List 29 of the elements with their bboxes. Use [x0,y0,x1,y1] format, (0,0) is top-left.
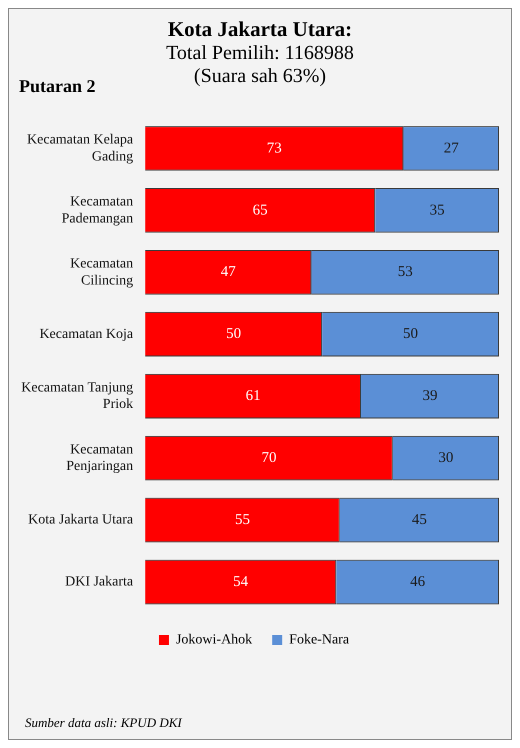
legend-label: Jokowi-Ahok [176,632,252,648]
legend-label: Foke-Nara [289,632,350,648]
data-label: 39 [422,388,438,404]
data-label: 70 [261,450,276,466]
y-tick-label: Kecamatan Tanjung Priok [21,380,134,412]
y-tick-label: Kota Jakarta Utara [28,512,134,528]
data-label: 55 [234,512,250,528]
data-label: 65 [252,202,268,218]
data-label: 53 [398,264,413,280]
data-label: 54 [233,574,249,590]
y-tick-label: DKI Jakarta [65,574,134,590]
data-label: 35 [430,202,445,218]
data-label: 73 [266,140,282,156]
chart-title: Kota Jakarta Utara: [166,17,354,42]
y-tick-label: Kecamatan Kelapa Gading [27,132,134,164]
y-tick-label: Kecamatan Pademangan [62,194,134,226]
data-label: 47 [220,264,236,280]
data-label: 30 [438,450,454,466]
data-label: 45 [412,512,427,528]
y-tick-label: Kecamatan Penjaringan [66,442,134,474]
data-label: 50 [226,326,242,342]
text: Sumber data asli: KPUD DKI [25,715,182,731]
text: Putaran 2 [19,76,96,96]
data-label: 61 [246,388,261,404]
data-label: 50 [403,326,418,342]
data-label: 46 [410,574,426,590]
y-tick-label: Kecamatan Koja [39,326,134,342]
y-tick-label: Kecamatan Cilincing [70,256,134,288]
data-label: 27 [444,140,460,156]
